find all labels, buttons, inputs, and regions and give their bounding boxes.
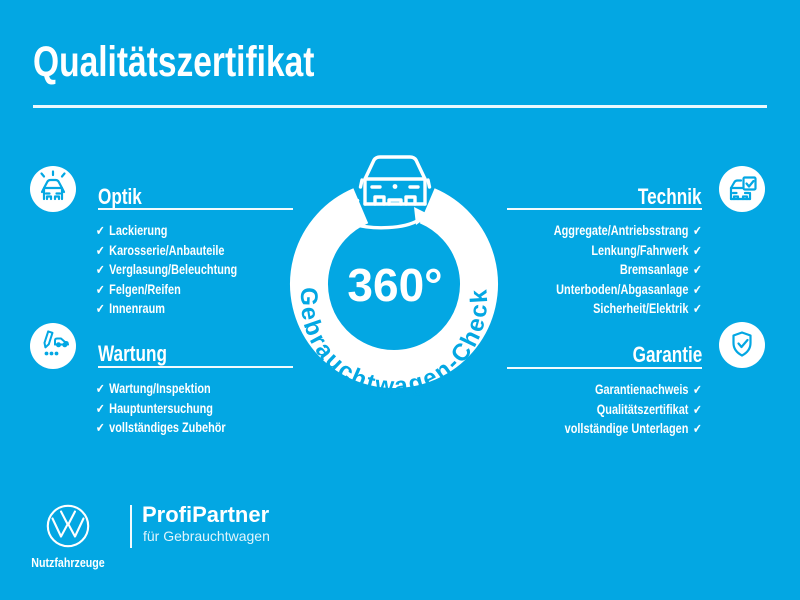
car-checklist-icon [719,166,765,212]
checklist-item-label: Sicherheit/Elektrik [593,300,689,317]
section-rule-garantie [507,367,702,369]
check-icon: ✔ [693,401,702,417]
checklist-item-label: Hauptuntersuchung [109,399,213,416]
van-rotation-icon [338,155,432,230]
checklist-item-label: Lenkung/Fahrwerk [591,241,689,258]
section-rule-optik [98,208,293,210]
check-icon: ✔ [693,242,702,258]
checklist-item-label: Aggregate/Antriebsstrang [554,222,689,238]
check-icon: ✔ [693,262,702,278]
checklist-item-label: Wartung/Inspektion [109,380,211,396]
check-icon: ✔ [693,223,702,238]
checklist-item: Aggregate/Antriebsstrang ✔ [554,221,702,241]
checklist-item: ✔ Verglasung/Beleuchtung [96,260,237,280]
checklist-item-label: Unterboden/Abgasanlage [556,280,689,297]
check-icon: ✔ [96,381,105,396]
shield-check-icon [719,322,765,368]
checklist-item: ✔ Wartung/Inspektion [96,379,226,399]
checklist-item-label: Garantienachweis [595,381,689,397]
checklist-item: Lenkung/Fahrwerk ✔ [554,241,702,261]
checklist-item-label: vollständige Unterlagen [565,420,689,437]
checklist-item: ✔ Innenraum [96,299,237,319]
section-title-technik: Technik [638,184,702,209]
check-icon: ✔ [96,420,105,436]
check-icon: ✔ [693,281,702,297]
page-title: Qualitätszertifikat [33,38,315,86]
ring-shape [290,188,498,388]
check-icon: ✔ [96,223,105,238]
footer-divider [130,505,132,548]
program-subtitle: für Gebrauchtwagen [143,528,270,544]
car-front-sparkle-icon [30,166,76,212]
technik-checklist: Aggregate/Antriebsstrang ✔ Lenkung/Fahrwer… [512,221,702,319]
section-rule-technik [507,208,702,210]
checklist-item: ✔ Hauptuntersuchung [96,399,226,419]
checklist-item: Garantienachweis ✔ [565,380,702,400]
checklist-item: Unterboden/Abgasanlage ✔ [554,280,702,300]
header-rule [33,105,767,108]
check-icon: ✔ [96,242,105,258]
checklist-item-label: Innenraum [109,300,166,317]
brand-label: Nutzfahrzeuge [31,555,105,570]
check-icon: ✔ [693,382,702,397]
optik-checklist: ✔ Lackierung ✔ Karosserie/Anbauteile ✔ Vergla… [96,221,277,319]
check-icon: ✔ [96,281,105,297]
360-value: 360° [347,259,442,311]
checklist-item: Sicherheit/Elektrik ✔ [554,299,702,319]
section-title-optik: Optik [98,184,142,209]
checklist-item: ✔ Karosserie/Anbauteile [96,241,237,261]
check-icon: ✔ [693,301,702,317]
checklist-item: Bremsanlage ✔ [554,260,702,280]
checklist-item: ✔ vollständiges Zubehör [96,418,226,438]
section-title-wartung: Wartung [98,341,167,366]
vw-logo-icon [46,504,90,548]
check-icon: ✔ [96,262,105,278]
checklist-item-label: Lackierung [109,222,168,238]
checklist-item: ✔ Felgen/Reifen [96,280,237,300]
checklist-item-label: Karosserie/Anbauteile [109,241,225,258]
section-rule-wartung [98,366,293,368]
check-icon: ✔ [693,421,702,437]
checklist-item-label: Bremsanlage [620,261,689,278]
checklist-item-label: Felgen/Reifen [109,280,181,297]
section-title-garantie: Garantie [632,342,702,367]
checklist-item-label: vollständiges Zubehör [109,419,226,436]
check-icon: ✔ [96,400,105,416]
wartung-checklist: ✔ Wartung/Inspektion ✔ Hauptuntersuchung ✔ vo… [96,379,262,438]
checklist-item: vollständige Unterlagen ✔ [565,419,702,439]
360-check-badge: Gebrauchtwagen-Check 360° [290,155,498,400]
checklist-item-label: Verglasung/Beleuchtung [109,261,238,278]
pencil-car-icon [30,323,76,369]
garantie-checklist: Garantienachweis ✔ Qualitätszertifikat ✔ vol… [526,380,702,439]
checklist-item-label: Qualitätszertifikat [597,400,689,417]
check-icon: ✔ [96,301,105,317]
checklist-item: Qualitätszertifikat ✔ [565,400,702,420]
program-name: ProfiPartner [142,502,270,527]
checklist-item: ✔ Lackierung [96,221,237,241]
